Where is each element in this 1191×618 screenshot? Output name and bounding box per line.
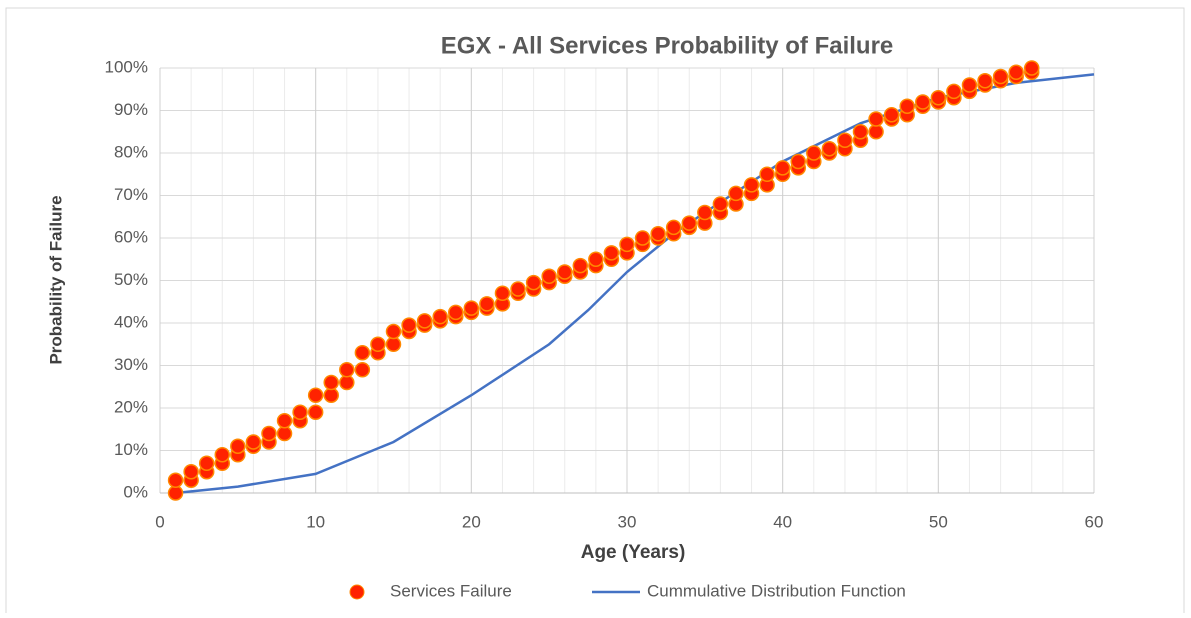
y-tick-label: 30% (114, 355, 148, 374)
data-point (307, 387, 324, 403)
y-tick-label: 50% (114, 270, 148, 289)
data-point (868, 111, 884, 127)
data-point (292, 404, 308, 420)
data-point (307, 404, 324, 420)
data-point (261, 425, 277, 442)
data-point (1008, 64, 1024, 80)
y-tick-label: 10% (114, 440, 148, 459)
y-tick-label: 40% (114, 312, 148, 331)
data-point (339, 362, 355, 378)
y-tick-label: 0% (123, 482, 148, 501)
data-point (650, 226, 666, 242)
data-point (385, 323, 402, 340)
data-point (463, 300, 480, 316)
data-point (852, 124, 869, 140)
data-point (214, 447, 231, 463)
legend-label: Cummulative Distribution Function (647, 581, 906, 600)
data-point (401, 317, 417, 333)
data-point (448, 304, 464, 321)
data-point (619, 236, 635, 253)
x-tick-label: 10 (306, 512, 325, 531)
data-point (681, 215, 698, 231)
y-tick-label: 70% (114, 185, 148, 204)
x-tick-label: 30 (618, 512, 637, 531)
x-tick-label: 20 (462, 512, 481, 531)
data-point (416, 313, 433, 329)
data-point (230, 438, 246, 454)
data-point (323, 387, 339, 403)
data-point (556, 264, 573, 280)
y-axis-label: Probability of Failure (46, 195, 65, 364)
x-tick-label: 40 (773, 512, 792, 531)
data-point (245, 434, 262, 450)
y-tick-label: 90% (114, 100, 148, 119)
data-point (167, 472, 184, 488)
data-point (977, 73, 993, 89)
data-point (494, 285, 511, 301)
data-point (167, 485, 184, 501)
data-point (790, 153, 806, 170)
data-point (899, 98, 915, 114)
y-tick-label: 60% (114, 227, 148, 246)
data-point (712, 196, 729, 212)
data-point (868, 124, 884, 140)
data-point (883, 107, 900, 123)
chart-frame (5, 7, 1185, 618)
y-tick-label: 20% (114, 397, 148, 416)
data-point (510, 281, 526, 297)
data-point (339, 374, 355, 391)
data-point (479, 296, 495, 312)
data-point (728, 185, 744, 202)
legend-marker (349, 584, 365, 600)
data-point (323, 374, 339, 391)
data-point (915, 94, 931, 110)
data-point (183, 464, 199, 480)
data-point (276, 413, 293, 429)
data-point (603, 245, 620, 261)
x-axis-label: Age (Years) (581, 542, 686, 563)
x-tick-label: 60 (1085, 512, 1104, 531)
x-tick-label: 50 (929, 512, 948, 531)
legend-label: Services Failure (390, 581, 512, 600)
data-point (946, 83, 962, 100)
data-point (774, 160, 791, 176)
data-point (821, 141, 838, 157)
data-point (961, 77, 978, 93)
data-point (837, 132, 853, 148)
data-point (354, 362, 371, 378)
data-point (354, 345, 371, 361)
data-point (634, 230, 651, 246)
data-point (541, 268, 557, 284)
data-point (1023, 60, 1040, 76)
data-point (697, 204, 713, 221)
data-point (588, 251, 604, 267)
data-point (930, 90, 947, 106)
y-tick-label: 100% (105, 57, 148, 76)
data-point (806, 145, 822, 161)
data-point (385, 336, 402, 352)
x-tick-label: 0 (155, 512, 164, 531)
data-point (525, 274, 542, 291)
data-point (198, 455, 215, 471)
data-point (370, 336, 386, 352)
data-point (759, 166, 775, 182)
data-point (992, 68, 1009, 85)
data-point (432, 308, 448, 325)
data-point (665, 219, 682, 236)
data-point (276, 425, 293, 442)
data-point (743, 177, 760, 193)
y-tick-label: 80% (114, 142, 148, 161)
chart-title: EGX - All Services Probability of Failur… (441, 32, 894, 59)
data-point (572, 257, 589, 274)
